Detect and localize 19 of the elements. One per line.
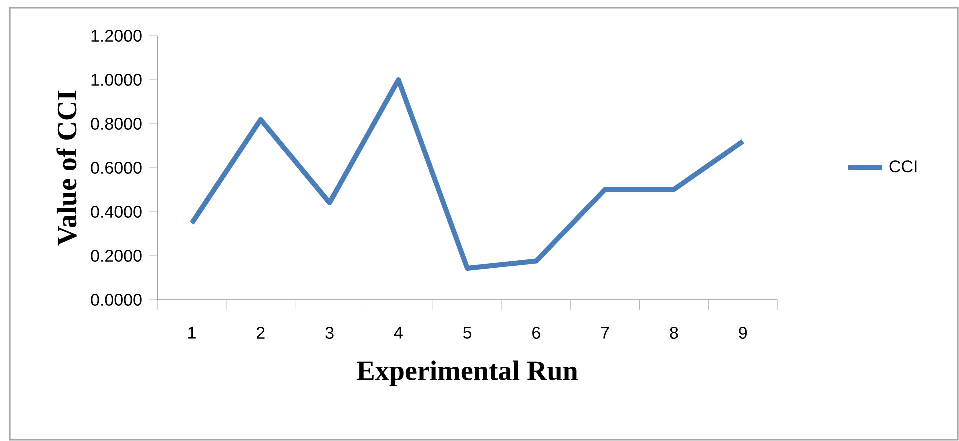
x-axis-title: Experimental Run xyxy=(357,360,578,386)
y-tick-label: 0.0000 xyxy=(91,294,142,306)
y-tick-label: 0.8000 xyxy=(91,118,142,130)
x-tick-label: 1 xyxy=(188,327,196,339)
y-axis-title: Value of CCI xyxy=(56,90,77,246)
y-tick-label: 1.0000 xyxy=(92,74,142,86)
x-tick-label: 5 xyxy=(464,327,472,339)
legend-label: CCI xyxy=(890,160,917,173)
y-tick-label: 0.4000 xyxy=(91,206,142,218)
x-tick-label: 4 xyxy=(394,327,403,339)
x-tick-label: 2 xyxy=(257,327,265,339)
x-tick-label: 8 xyxy=(670,327,678,340)
y-tick-label: 1.2000 xyxy=(92,30,142,42)
y-tick-label: 0.6000 xyxy=(91,162,142,174)
y-tick-label: 0.2000 xyxy=(91,250,142,262)
x-tick-label: 7 xyxy=(601,327,610,339)
x-tick-label: 3 xyxy=(326,327,334,340)
x-tick-label: 9 xyxy=(739,327,748,340)
x-tick-label: 6 xyxy=(532,327,540,340)
